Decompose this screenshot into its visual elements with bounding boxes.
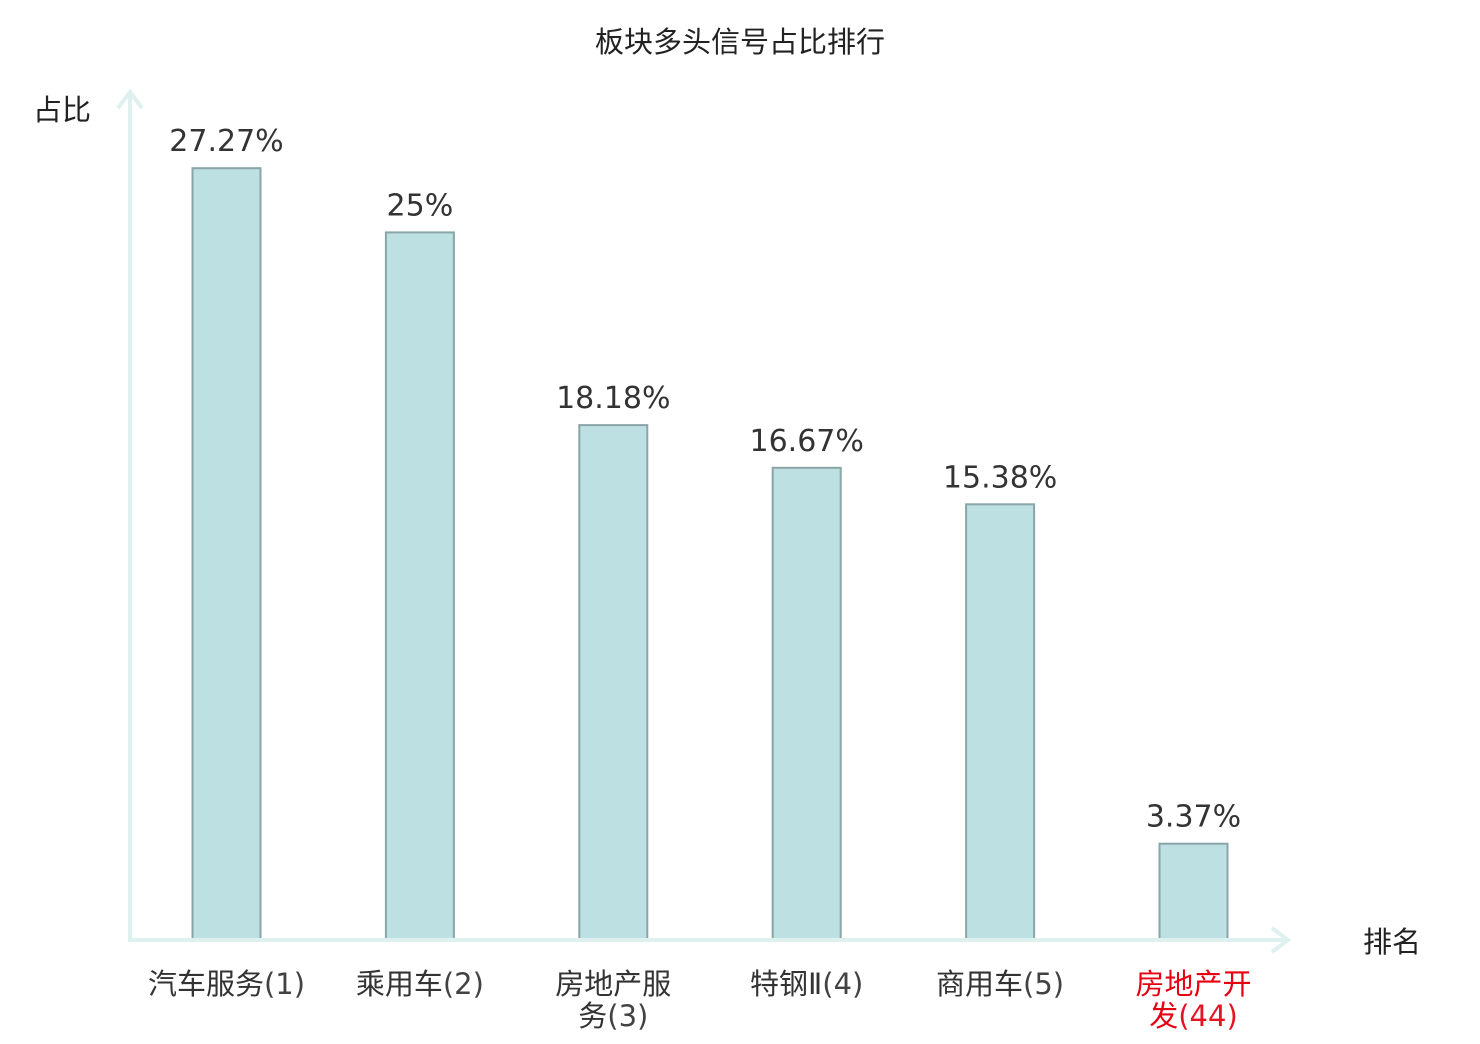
category-label-2: 乘用车(2) (356, 967, 484, 1001)
category-label-5: 商用车(5) (936, 967, 1064, 1001)
value-label-3: 18.18% (556, 381, 670, 416)
value-label-4: 16.67% (750, 424, 864, 459)
bar-4 (771, 466, 842, 940)
category-labels-group: 汽车服务(1) 乘用车(2) 房地产服务(3) 特钢Ⅱ(4) 商用车(5) 房地产开发(4… (148, 967, 1252, 1033)
value-label-6: 3.37% (1146, 800, 1241, 835)
y-axis (116, 88, 144, 940)
bar-6 (1158, 842, 1229, 941)
x-axis-arrow (1270, 926, 1292, 954)
category-label-3: 房地产服务(3) (555, 967, 671, 1033)
bar-1 (191, 167, 262, 940)
bar-5 (965, 503, 1036, 940)
category-label-6: 房地产开发(44) (1135, 967, 1251, 1033)
bars-group (191, 167, 1229, 941)
category-label-4: 特钢Ⅱ(4) (750, 967, 863, 1001)
bar-2 (384, 231, 455, 940)
x-axis (128, 926, 1292, 954)
value-labels-group: 27.27% 25% 18.18% 16.67% 15.38% 3.37% (169, 124, 1241, 835)
value-label-5: 15.38% (943, 460, 1057, 495)
x-axis-label: 排名 (1363, 925, 1421, 959)
value-label-1: 27.27% (169, 124, 283, 159)
y-axis-arrow (116, 88, 144, 110)
category-label-1: 汽车服务(1) (148, 967, 305, 1001)
value-label-2: 25% (387, 188, 454, 223)
chart-title: 板块多头信号占比排行 (595, 25, 885, 59)
y-axis-label: 占比 (33, 93, 91, 127)
bar-3 (578, 424, 649, 941)
